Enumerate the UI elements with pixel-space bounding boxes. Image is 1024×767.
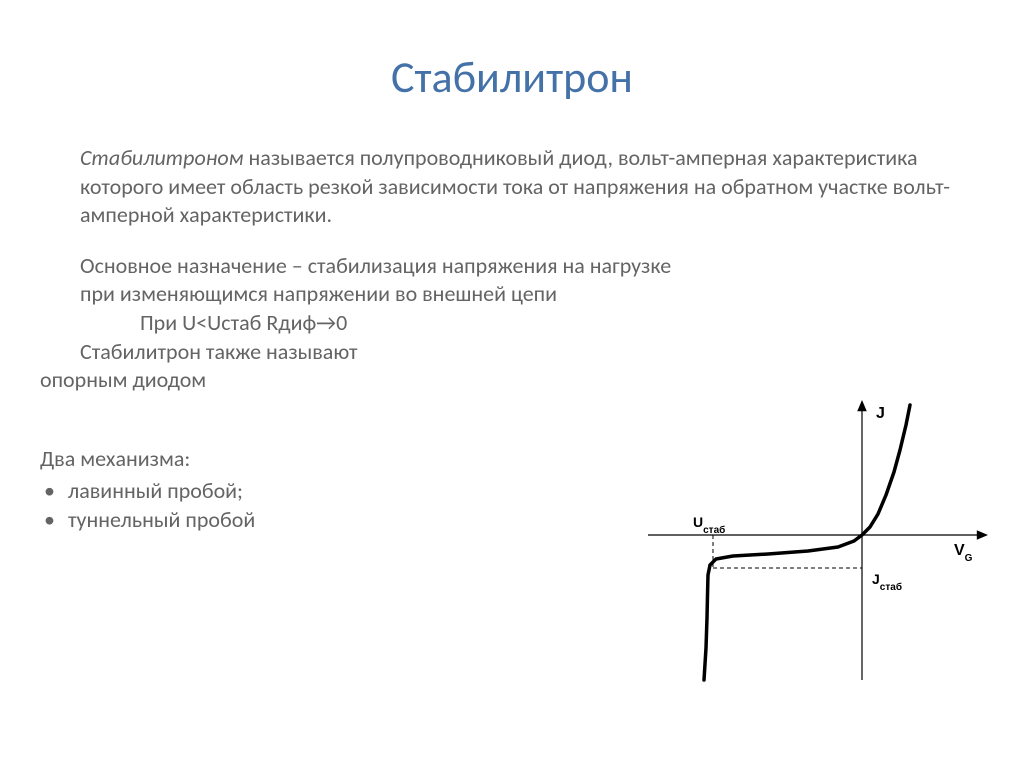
iv-curve-svg: J VG Uстаб Jстаб bbox=[648, 400, 988, 700]
formula-line: При U<Uстаб Rдиф→0 bbox=[140, 309, 984, 338]
svg-text:VG: VG bbox=[954, 542, 973, 564]
purpose-line: Основное назначение – стабилизация напря… bbox=[80, 252, 984, 281]
term: Стабилитроном bbox=[80, 144, 244, 171]
iv-chart: J VG Uстаб Jстаб bbox=[648, 400, 988, 700]
alt-name-line-2: опорным диодом bbox=[40, 366, 984, 395]
slide-title: Стабилитрон bbox=[40, 50, 984, 104]
svg-text:J: J bbox=[876, 405, 885, 422]
svg-text:Uстаб: Uстаб bbox=[693, 514, 725, 536]
purpose-sub-line: при изменяющимся напряжении во внешней ц… bbox=[80, 280, 984, 309]
svg-text:Jстаб: Jстаб bbox=[872, 571, 902, 593]
definition-paragraph: Стабилитроном называется полупроводников… bbox=[80, 144, 984, 230]
slide: Стабилитрон Стабилитроном называется пол… bbox=[0, 0, 1024, 767]
alt-name-line-1: Стабилитрон также называют bbox=[80, 338, 984, 367]
